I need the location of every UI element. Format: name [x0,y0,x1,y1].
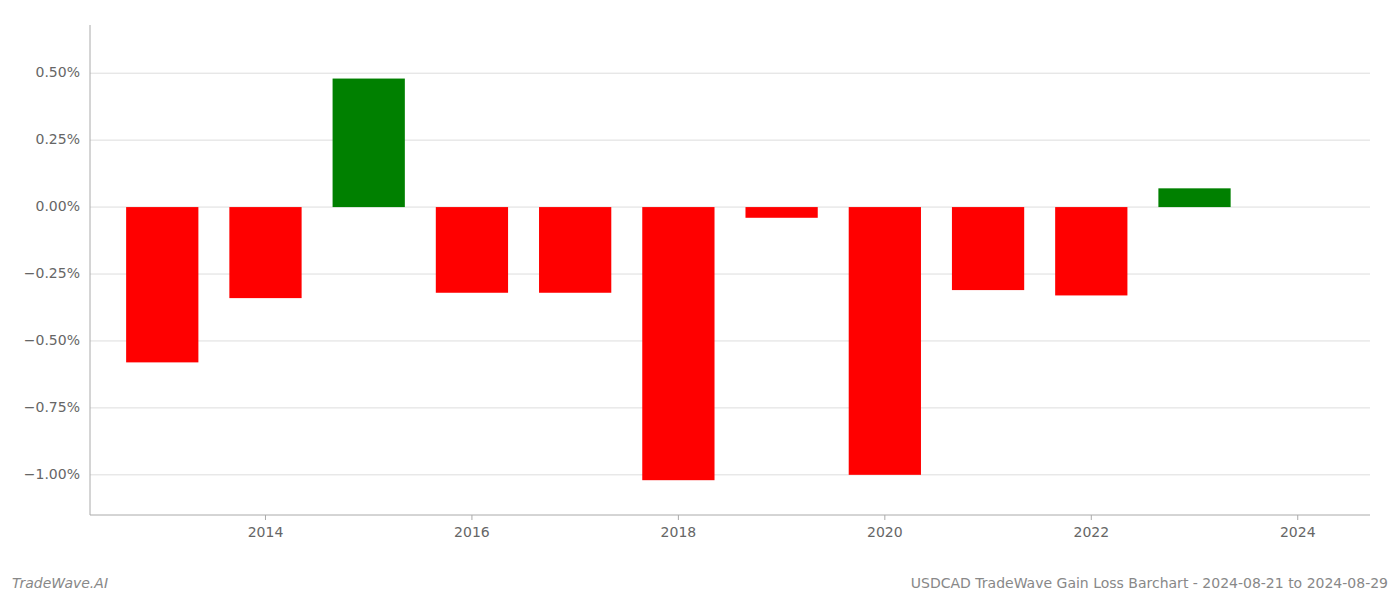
x-tick [678,515,679,520]
y-tick-label: 0.50% [36,64,80,80]
bar [539,207,611,293]
x-tick [471,515,472,520]
x-tick-label: 2022 [1073,524,1109,540]
x-tick-label: 2016 [454,524,490,540]
x-tick-label: 2024 [1280,524,1316,540]
grid-line [90,474,1370,475]
x-tick-label: 2020 [867,524,903,540]
title: USDCAD TradeWave Gain Loss Barchart - 20… [911,575,1388,591]
chart: −1.00% −0.75% −0.50% −0.25% 0.00% 0.25% 0.50% 2… [0,0,1400,600]
y-tick-label: −0.50% [24,332,80,348]
y-tick-label: −0.25% [24,265,80,281]
bar [1158,188,1230,207]
bars [126,79,1231,481]
grid-line [90,73,1370,74]
bar [229,207,301,298]
y-axis-line [90,25,91,515]
y-tick-label: 0.25% [36,131,80,147]
y-tick-label: −0.75% [24,399,80,415]
x-tick [1297,515,1298,520]
bar [745,207,817,218]
bar [436,207,508,293]
grid-line [90,407,1370,408]
grid [90,73,1370,475]
bar [952,207,1024,290]
bar [126,207,198,362]
x-axis-line [90,515,1370,516]
watermark: TradeWave.AI [12,575,108,591]
grid-line [90,140,1370,141]
x-tick-label: 2018 [661,524,697,540]
y-tick-label: 0.00% [36,198,80,214]
x-tick [884,515,885,520]
y-tick-label: −1.00% [24,466,80,482]
x-tick [265,515,266,520]
bar [849,207,921,475]
x-tick-label: 2014 [248,524,284,540]
x-tick [1091,515,1092,520]
background [0,0,1400,600]
bar [642,207,714,480]
grid-line [90,340,1370,341]
bar [1055,207,1127,295]
bar [333,79,405,208]
